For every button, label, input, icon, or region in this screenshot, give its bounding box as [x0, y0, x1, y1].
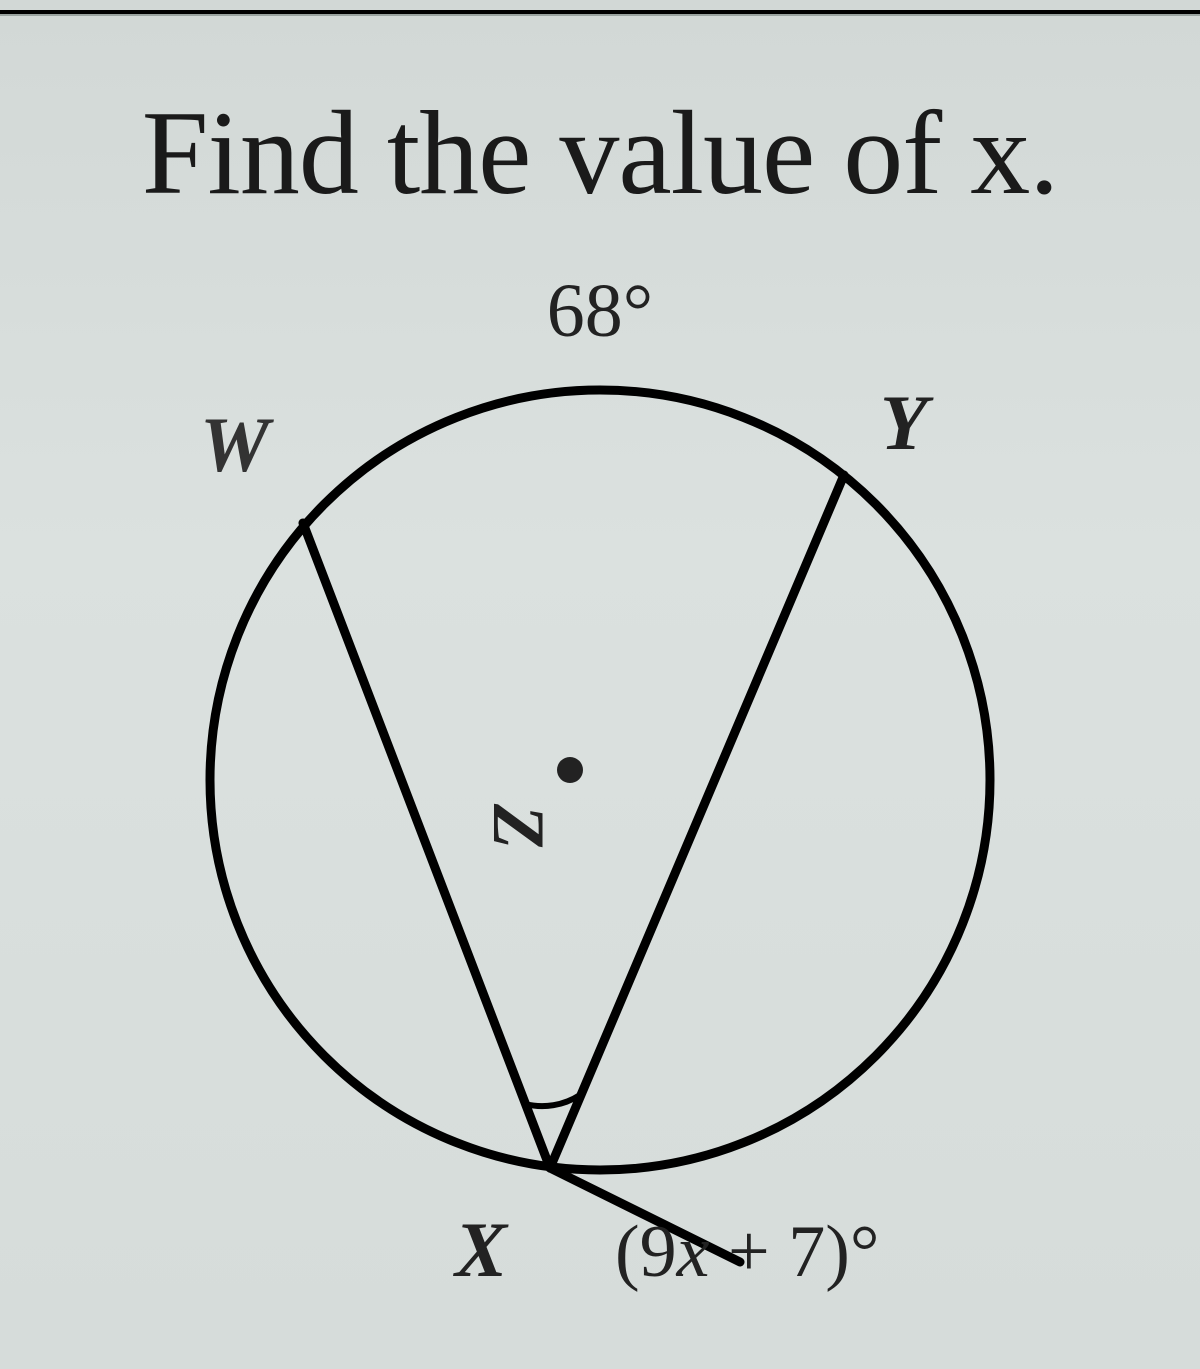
arc-label-wy: 68°: [0, 268, 1200, 355]
point-label-w: W: [200, 400, 269, 490]
angle-arc-at-x: [525, 1095, 580, 1106]
top-border-line: [0, 10, 1200, 16]
angle-expression: (9x + 7)°: [615, 1210, 879, 1295]
center-label-z: Z: [475, 804, 560, 849]
problem-title: Find the value of x.: [10, 90, 1190, 216]
chord-yx: [550, 475, 844, 1168]
point-label-x: X: [455, 1205, 507, 1295]
point-label-y: Y: [880, 378, 928, 468]
page: Find the value of x. 68° W Y Z X (9x + 7…: [0, 0, 1200, 1369]
circle-diagram: [120, 350, 1080, 1300]
center-dot-z: [557, 757, 583, 783]
